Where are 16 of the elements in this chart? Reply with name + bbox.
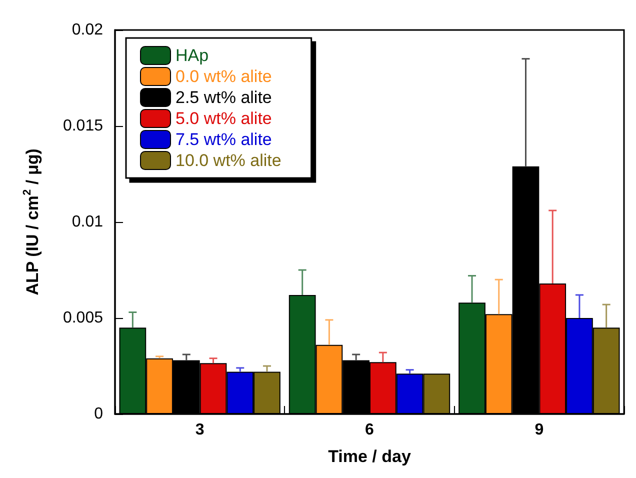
legend-label: 10.0 wt% alite [176,151,282,170]
x-axis-title: Time / day [328,447,412,466]
legend-label: 5.0 wt% alite [176,109,272,128]
y-axis-title: ALP (IU / cm2 / μg) [22,148,42,296]
legend-label: 2.5 wt% alite [176,88,272,107]
y-tick-label: 0.015 [62,118,104,134]
y-tick-label: 0.02 [72,22,104,38]
legend-label: 0.0 wt% alite [176,67,272,86]
y-tick-label: 0.005 [62,310,104,326]
legend-label: HAp [176,46,209,65]
y-tick-label: 0.01 [72,214,104,230]
y-tick-label: 0 [94,406,104,422]
legend-label: 7.5 wt% alite [176,130,272,149]
x-tick-label: 9 [534,422,544,438]
x-tick-label: 6 [365,422,374,438]
x-tick-label: 3 [195,422,204,438]
